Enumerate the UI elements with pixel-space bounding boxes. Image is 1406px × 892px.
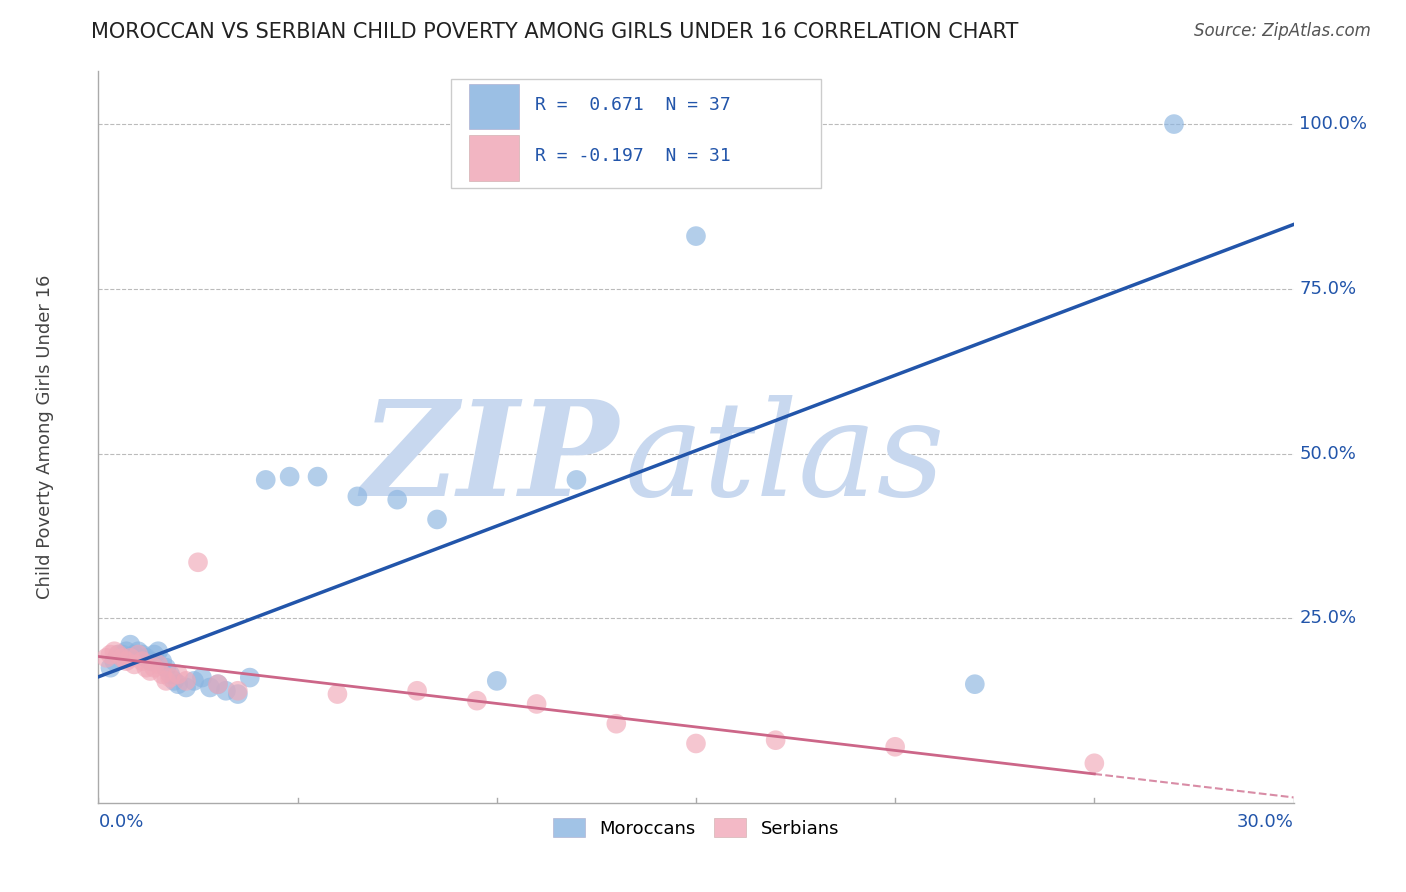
Point bbox=[115, 654, 138, 668]
Text: atlas: atlas bbox=[624, 394, 945, 524]
Point bbox=[143, 661, 166, 675]
Point bbox=[120, 638, 142, 652]
Point bbox=[167, 667, 190, 681]
Point bbox=[685, 229, 707, 244]
Point bbox=[191, 671, 214, 685]
Point bbox=[150, 654, 173, 668]
Point bbox=[96, 650, 118, 665]
Point bbox=[150, 667, 173, 681]
Point bbox=[346, 489, 368, 503]
Point bbox=[139, 654, 162, 668]
Point bbox=[187, 555, 209, 569]
Point bbox=[120, 650, 142, 665]
Point bbox=[167, 677, 190, 691]
Point bbox=[155, 661, 177, 675]
Point bbox=[98, 648, 122, 662]
Point bbox=[963, 677, 986, 691]
Point bbox=[155, 673, 177, 688]
Point bbox=[139, 664, 162, 678]
Point bbox=[526, 697, 548, 711]
Point bbox=[465, 693, 488, 707]
Point bbox=[111, 650, 134, 665]
Text: R = -0.197  N = 31: R = -0.197 N = 31 bbox=[534, 147, 730, 165]
Point bbox=[207, 677, 229, 691]
Point bbox=[103, 644, 125, 658]
Point bbox=[485, 673, 508, 688]
Point bbox=[143, 648, 166, 662]
Point bbox=[163, 673, 186, 688]
Point bbox=[127, 644, 149, 658]
Point bbox=[1163, 117, 1185, 131]
Point bbox=[406, 683, 429, 698]
Text: 25.0%: 25.0% bbox=[1299, 609, 1357, 627]
Text: R =  0.671  N = 37: R = 0.671 N = 37 bbox=[534, 96, 730, 114]
Text: 30.0%: 30.0% bbox=[1237, 813, 1294, 830]
Point bbox=[131, 654, 153, 668]
Point bbox=[215, 683, 238, 698]
Point bbox=[226, 683, 249, 698]
Point bbox=[103, 654, 125, 668]
FancyBboxPatch shape bbox=[470, 136, 519, 181]
Point bbox=[307, 469, 329, 483]
Point bbox=[385, 492, 409, 507]
Text: Child Poverty Among Girls Under 16: Child Poverty Among Girls Under 16 bbox=[35, 275, 53, 599]
FancyBboxPatch shape bbox=[451, 78, 821, 188]
Point bbox=[124, 648, 146, 662]
Legend: Moroccans, Serbians: Moroccans, Serbians bbox=[546, 811, 846, 845]
Point bbox=[226, 687, 249, 701]
Point bbox=[174, 681, 197, 695]
Point bbox=[326, 687, 349, 701]
Point bbox=[159, 667, 181, 681]
Point bbox=[884, 739, 907, 754]
Point bbox=[207, 677, 229, 691]
Point bbox=[198, 681, 221, 695]
Text: ZIP: ZIP bbox=[361, 394, 619, 524]
Point bbox=[174, 673, 197, 688]
Point bbox=[115, 644, 138, 658]
Point bbox=[135, 661, 157, 675]
Text: 75.0%: 75.0% bbox=[1299, 280, 1357, 298]
Point bbox=[107, 648, 129, 662]
Point bbox=[1083, 756, 1105, 771]
Point bbox=[98, 661, 122, 675]
Point bbox=[135, 650, 157, 665]
Point bbox=[107, 648, 129, 662]
Point bbox=[159, 671, 181, 685]
Point bbox=[278, 469, 301, 483]
Point bbox=[605, 716, 627, 731]
Point bbox=[254, 473, 277, 487]
Point bbox=[239, 671, 262, 685]
Point bbox=[148, 657, 170, 672]
Point bbox=[131, 648, 153, 662]
FancyBboxPatch shape bbox=[470, 84, 519, 129]
Point bbox=[111, 648, 134, 662]
Text: 50.0%: 50.0% bbox=[1299, 444, 1357, 463]
Point bbox=[685, 737, 707, 751]
Point bbox=[127, 648, 149, 662]
Point bbox=[565, 473, 588, 487]
Text: Source: ZipAtlas.com: Source: ZipAtlas.com bbox=[1194, 22, 1371, 40]
Point bbox=[765, 733, 787, 747]
Point bbox=[426, 512, 449, 526]
Point bbox=[124, 657, 146, 672]
Point bbox=[183, 673, 205, 688]
Text: 0.0%: 0.0% bbox=[98, 813, 143, 830]
Text: 100.0%: 100.0% bbox=[1299, 115, 1368, 133]
Point bbox=[148, 644, 170, 658]
Text: MOROCCAN VS SERBIAN CHILD POVERTY AMONG GIRLS UNDER 16 CORRELATION CHART: MOROCCAN VS SERBIAN CHILD POVERTY AMONG … bbox=[91, 22, 1019, 42]
